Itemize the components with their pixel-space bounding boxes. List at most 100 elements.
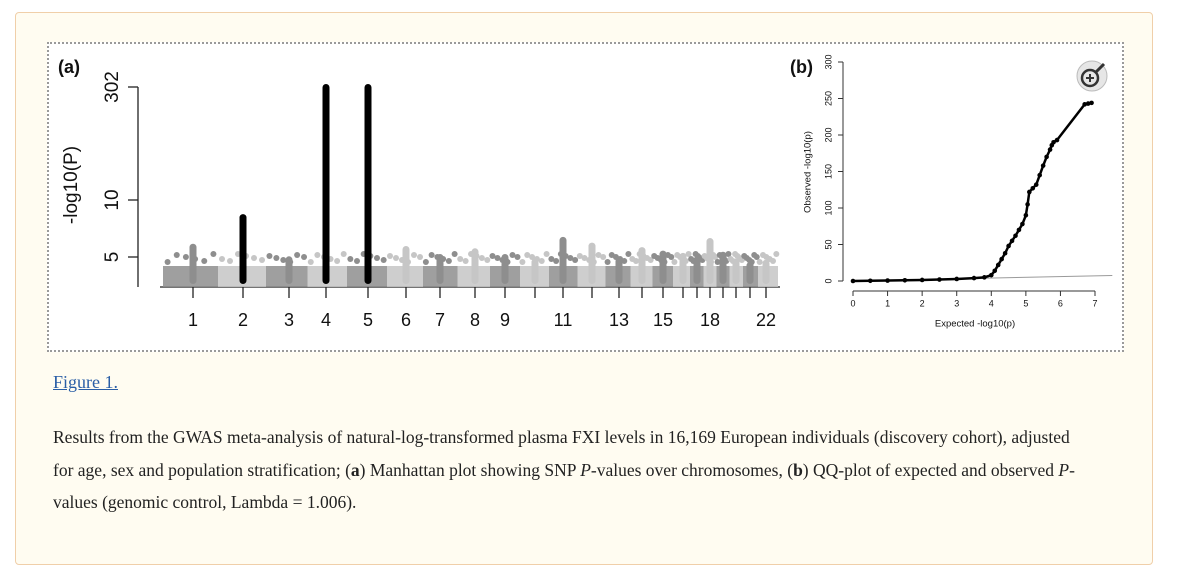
zoom-icon-handle[interactable] <box>1094 62 1106 74</box>
background-dot <box>529 254 536 260</box>
background-dot <box>621 258 628 264</box>
qq-point <box>1033 182 1039 187</box>
background-dot <box>543 251 550 257</box>
x-tick-label: 11 <box>554 310 573 330</box>
y-tick-label: 0 <box>823 278 833 283</box>
background-dot <box>671 259 678 265</box>
x-tick-label: 7 <box>1093 298 1098 308</box>
background-dot <box>567 255 574 261</box>
y-tick-label: 5 <box>102 252 123 263</box>
qq-point <box>971 275 977 281</box>
background-dot <box>294 252 301 258</box>
peak-column <box>471 248 479 284</box>
y-tick-label: 100 <box>823 200 833 215</box>
background-dot <box>273 255 280 261</box>
peak-column <box>638 247 646 284</box>
background-dot <box>633 258 639 264</box>
panel-label: (a) <box>58 57 80 77</box>
background-dot <box>422 259 429 265</box>
caption-text: -values (genomic control, Lambda = 1.006… <box>53 459 1075 513</box>
background-dot <box>354 258 360 264</box>
peak-column <box>679 252 687 284</box>
peak-column <box>693 256 701 284</box>
background-dot <box>457 256 464 262</box>
background-dot <box>266 253 273 259</box>
background-dot <box>524 252 531 258</box>
peak-column <box>436 254 444 284</box>
background-dot <box>417 254 423 260</box>
background-dot <box>347 256 354 262</box>
x-tick-label: 5 <box>363 310 373 330</box>
y-tick-label: 250 <box>823 91 833 106</box>
peak-column <box>732 258 740 284</box>
qq-point <box>1013 233 1018 239</box>
background-dot <box>380 257 387 263</box>
peak-column <box>402 246 410 284</box>
figure-link[interactable]: Figure 1. <box>53 372 118 392</box>
background-dot <box>509 252 516 258</box>
x-tick-label: 1 <box>188 310 198 330</box>
qq-point <box>1054 137 1060 143</box>
background-dot <box>314 252 321 258</box>
background-dot <box>714 259 721 265</box>
background-dot <box>753 254 760 260</box>
qq-point <box>885 278 890 283</box>
background-dot <box>685 251 692 257</box>
background-dot <box>725 251 732 257</box>
x-tick-label: 4 <box>989 298 994 308</box>
peak-column <box>615 257 623 284</box>
qq-point <box>1037 172 1042 178</box>
background-dot <box>538 258 545 264</box>
x-tick-label: 8 <box>470 310 480 330</box>
background-dot <box>604 259 611 265</box>
background-dot <box>374 255 380 261</box>
x-tick-label: 3 <box>954 298 959 308</box>
y-tick-label: 300 <box>823 54 833 69</box>
caption-text: P <box>580 459 591 480</box>
peak-column <box>746 262 754 284</box>
qq-point <box>1009 238 1015 244</box>
peak-column <box>659 250 667 284</box>
figure-image <box>47 42 1124 352</box>
y-tick-label: 150 <box>823 164 833 179</box>
x-tick-label: 1 <box>885 298 890 308</box>
background-dot <box>340 251 347 257</box>
background-dot <box>219 256 225 262</box>
x-tick-label: 15 <box>653 310 673 330</box>
caption-text: ) Manhattan plot showing SNP <box>359 459 581 480</box>
qq-point <box>867 278 873 284</box>
zoom-icon[interactable] <box>1076 60 1108 92</box>
background-dot <box>572 257 579 263</box>
panel-label: (b) <box>790 57 813 77</box>
background-dot <box>489 253 496 259</box>
background-dot <box>462 258 469 264</box>
background-dot <box>334 258 341 264</box>
x-tick-label: 2 <box>920 298 925 308</box>
background-dot <box>770 258 776 264</box>
background-dot <box>411 252 417 258</box>
background-dot <box>251 255 257 261</box>
background-dot <box>548 256 555 262</box>
qq-point <box>1016 227 1022 233</box>
peak-column <box>364 84 372 284</box>
background-dot <box>514 254 521 260</box>
qq-point <box>1047 147 1053 152</box>
qq-point <box>1025 202 1030 207</box>
background-dot <box>581 255 588 261</box>
background-dot <box>259 257 265 263</box>
background-dot <box>451 251 458 257</box>
qq-point <box>1082 102 1087 107</box>
x-tick-label: 13 <box>609 310 629 330</box>
background-dot <box>387 253 393 259</box>
qq-point <box>902 277 908 283</box>
zoom-icon-lens[interactable] <box>1080 68 1100 88</box>
x-tick-label: 3 <box>284 310 294 330</box>
background-dot <box>445 258 452 264</box>
x-tick-label: 18 <box>700 310 720 330</box>
background-dot <box>600 254 607 260</box>
qq-point <box>1044 154 1049 160</box>
qq-point <box>1020 221 1025 227</box>
qq-point <box>1027 189 1032 195</box>
